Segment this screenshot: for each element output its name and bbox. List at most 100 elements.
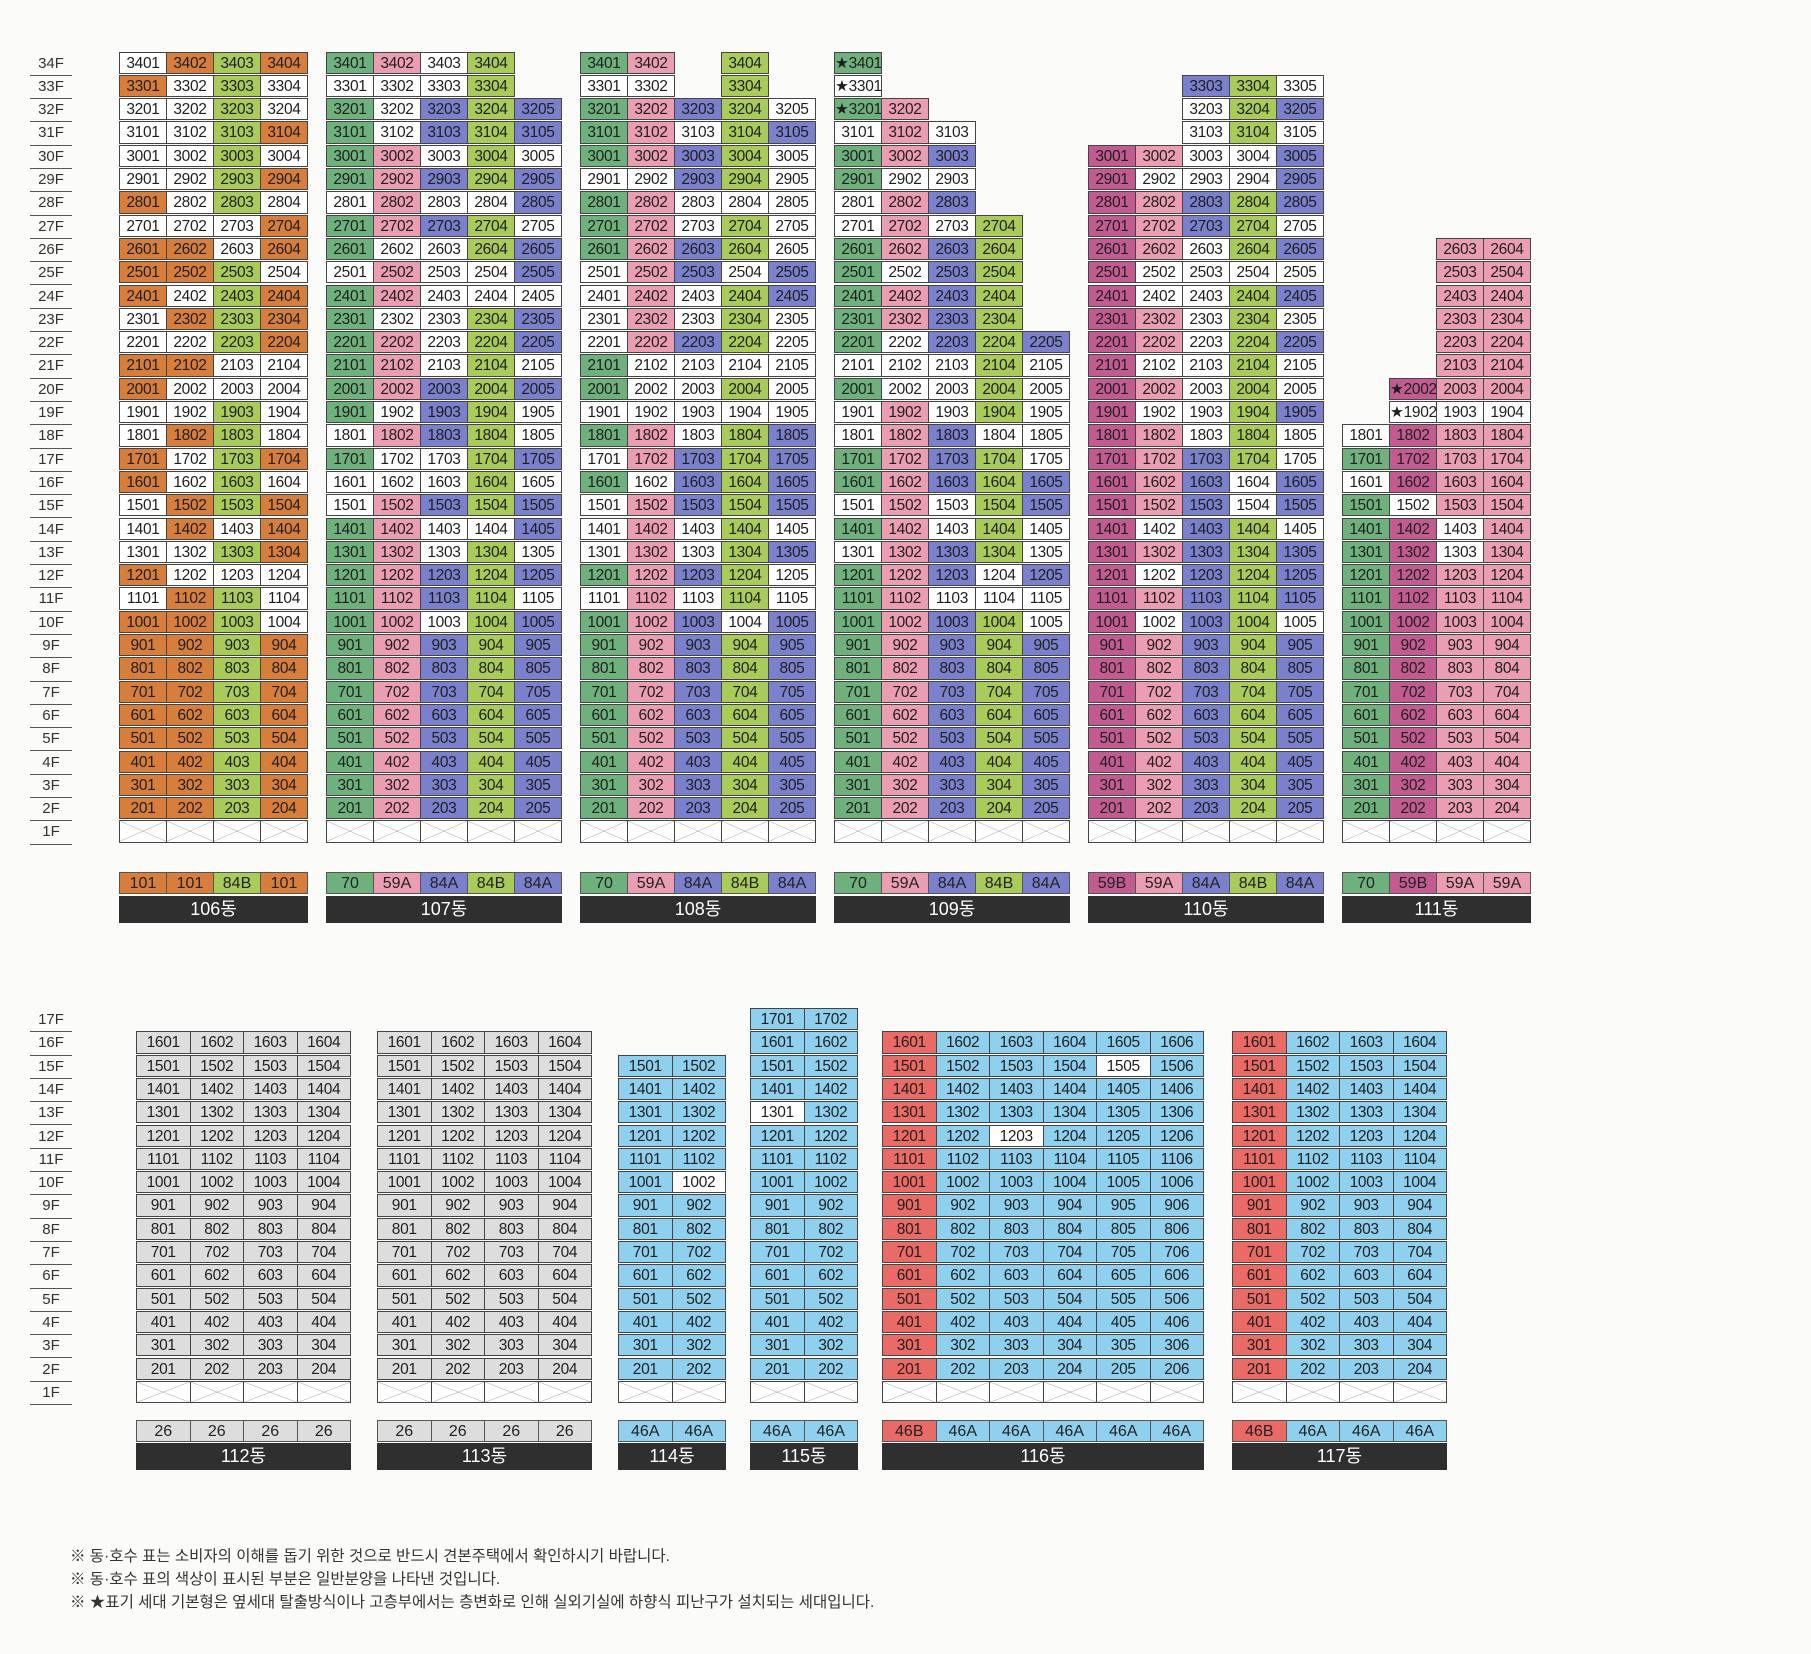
unit-cell: 404 xyxy=(467,750,515,773)
unit-cell: 1503 xyxy=(1436,494,1484,517)
unit-cell: 905 xyxy=(1096,1194,1151,1217)
unit-cell: 204 xyxy=(296,1357,351,1380)
unit-cell: 1401 xyxy=(377,1077,432,1101)
unit-cell: 2204 xyxy=(260,331,308,354)
unit-cell: 1704 xyxy=(721,447,769,470)
floor-label: 17F xyxy=(30,1008,72,1033)
unit-cell: 1301 xyxy=(580,540,628,564)
unit-cell: 902 xyxy=(1285,1194,1340,1217)
floor-label: 24F xyxy=(30,285,72,309)
unit-cell: 1802 xyxy=(373,424,421,447)
unit-cell: 1902 xyxy=(1135,401,1183,424)
unit-cell: 2503 xyxy=(1182,261,1230,284)
unit-cell: 604 xyxy=(537,1264,592,1287)
unit-cell: 2701 xyxy=(834,214,882,237)
unit-cell: 2404 xyxy=(1229,284,1277,307)
unit-cell: 1104 xyxy=(296,1147,351,1171)
unit-cell: 402 xyxy=(671,1310,726,1334)
unit-cell: 901 xyxy=(1232,1194,1287,1217)
unit-cell: 301 xyxy=(136,1334,191,1357)
unit-cell: 202 xyxy=(881,797,929,820)
unit-cell: 1003 xyxy=(213,610,261,633)
unit-cell: 1701 xyxy=(750,1008,805,1031)
unit-cell: 603 xyxy=(420,703,468,727)
floor-label: 16F xyxy=(30,1031,72,1056)
floor-label: 2F xyxy=(30,1358,72,1382)
unit-cell: 202 xyxy=(1285,1357,1340,1380)
unit-cell: 2305 xyxy=(1276,307,1324,331)
unit-cell: 506 xyxy=(1149,1287,1204,1310)
empty-ground-unit xyxy=(119,820,167,843)
unit-cell: 904 xyxy=(537,1194,592,1217)
unit-cell: 1503 xyxy=(420,494,468,517)
unit-cell: 502 xyxy=(166,727,214,750)
unit-cell: 2403 xyxy=(674,284,722,307)
unit-cell: 801 xyxy=(882,1217,937,1240)
unit-cell: 1501 xyxy=(1232,1054,1287,1077)
unit-cell: 1201 xyxy=(1232,1124,1287,1147)
unit-cell: 602 xyxy=(373,703,421,727)
unit-cell: 1301 xyxy=(1088,540,1136,564)
unit-cell: 1303 xyxy=(213,540,261,564)
unit-cell: 1505 xyxy=(1022,494,1070,517)
unit-cell: 1001 xyxy=(1232,1171,1287,1194)
unit-cell: 1404 xyxy=(467,517,515,540)
unit-cell: 3105 xyxy=(514,121,562,144)
unit-cell: 1203 xyxy=(420,564,468,587)
unit-cell: 1301 xyxy=(1342,540,1390,564)
unit-cell: 204 xyxy=(467,797,515,820)
unit-cell: 2504 xyxy=(1483,261,1531,284)
unit-cell: 501 xyxy=(1232,1287,1287,1310)
unit-cell: 1202 xyxy=(803,1124,858,1147)
unit-cell: 2205 xyxy=(1276,331,1324,354)
unit-cell: 605 xyxy=(514,703,562,727)
unit-cell: 1501 xyxy=(136,1054,191,1077)
unit-cell: 401 xyxy=(882,1310,937,1334)
unit-cell: 1005 xyxy=(514,610,562,633)
unit-cell: 2301 xyxy=(834,307,882,331)
unit-cell: 2104 xyxy=(975,354,1023,377)
unit-cell: 1803 xyxy=(420,424,468,447)
unit-type-cell: 46B xyxy=(882,1420,937,1442)
unit-cell: 1402 xyxy=(881,517,929,540)
unit-cell: 1301 xyxy=(834,540,882,564)
unit-cell: 402 xyxy=(881,750,929,773)
unit-cell: 1002 xyxy=(671,1171,726,1194)
unit-cell: 2202 xyxy=(373,331,421,354)
empty-ground-unit xyxy=(935,1380,990,1404)
unit-cell: 1701 xyxy=(119,447,167,470)
unit-cell: 1702 xyxy=(1135,447,1183,470)
unit-cell: 3202 xyxy=(373,98,421,121)
unit-type-cell: 84A xyxy=(1022,872,1070,894)
empty-ground-unit xyxy=(1389,820,1437,843)
unit-cell: 503 xyxy=(1436,727,1484,750)
unit-cell: 204 xyxy=(1229,797,1277,820)
unit-cell: 1504 xyxy=(260,494,308,517)
empty-ground-unit xyxy=(537,1380,592,1404)
unit-cell: 201 xyxy=(326,797,374,820)
unit-cell: 1202 xyxy=(189,1124,244,1147)
unit-cell: 803 xyxy=(213,657,261,680)
unit-cell: 2703 xyxy=(928,214,976,237)
unit-type-cell: 46A xyxy=(618,1420,673,1442)
unit-cell: 702 xyxy=(1135,680,1183,703)
unit-cell: 502 xyxy=(1389,727,1437,750)
unit-cell: 2003 xyxy=(420,377,468,400)
unit-cell: 603 xyxy=(928,703,976,727)
unit-cell: 304 xyxy=(1042,1334,1097,1357)
unit-cell: 1006 xyxy=(1149,1171,1204,1194)
unit-cell: 1302 xyxy=(627,540,675,564)
unit-cell: 906 xyxy=(1149,1194,1204,1217)
unit-cell: 2604 xyxy=(260,237,308,261)
unit-cell: 1305 xyxy=(768,540,816,564)
unit-cell: 1102 xyxy=(627,587,675,610)
unit-cell: 1502 xyxy=(430,1054,485,1077)
unit-cell: 1203 xyxy=(1182,564,1230,587)
unit-cell: 702 xyxy=(935,1241,990,1264)
unit-cell: 1904 xyxy=(1483,401,1531,424)
unit-cell: 2901 xyxy=(119,168,167,191)
unit-cell: 903 xyxy=(928,634,976,657)
unit-cell: 1303 xyxy=(928,540,976,564)
unit-cell: 3201 xyxy=(580,98,628,121)
unit-cell: 3301 xyxy=(326,74,374,98)
